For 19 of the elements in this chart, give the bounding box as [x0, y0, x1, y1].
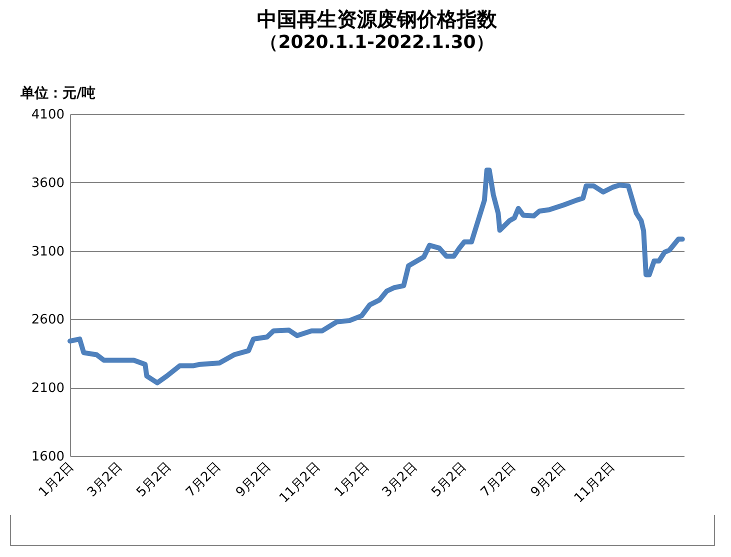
x-tick-label: 1月2日 — [332, 460, 373, 500]
x-tick-label: 7月2日 — [183, 460, 224, 500]
y-tick-label: 2600 — [31, 312, 64, 328]
x-tick-label: 11月2日 — [276, 460, 324, 506]
chart-title: 中国再生资源废钢价格指数 — [257, 7, 498, 31]
x-tick-label: 11月2日 — [572, 460, 618, 506]
y-tick-label: 3600 — [31, 176, 64, 191]
x-tick-label: 3月2日 — [380, 460, 420, 500]
y-axis-title: 单位：元/吨 — [20, 86, 96, 102]
y-tick-label: 2100 — [31, 381, 64, 396]
x-tick-label: 9月2日 — [528, 460, 569, 500]
y-tick-label: 4100 — [31, 108, 64, 122]
y-tick-label: 3100 — [31, 244, 64, 260]
chart-subtitle: （2020.1.1-2022.1.30） — [260, 32, 494, 53]
x-tick-label: 5月2日 — [428, 460, 470, 500]
x-tick-label: 7月2日 — [478, 460, 519, 500]
x-tick-label: 9月2日 — [233, 460, 274, 500]
x-tick-label: 5月2日 — [134, 460, 175, 500]
x-tick-label: 3月2日 — [84, 460, 126, 500]
